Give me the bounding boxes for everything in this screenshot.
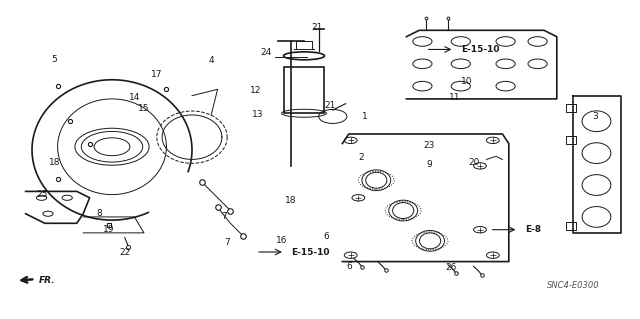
Bar <box>566 104 576 112</box>
Text: 10: 10 <box>461 77 473 86</box>
Text: 13: 13 <box>252 110 263 119</box>
Text: 16: 16 <box>276 236 287 245</box>
Bar <box>566 222 576 230</box>
Text: 3: 3 <box>593 112 598 121</box>
Text: 11: 11 <box>449 93 460 102</box>
Text: 14: 14 <box>129 93 140 102</box>
Text: 7: 7 <box>221 212 227 221</box>
Bar <box>284 67 324 113</box>
Text: 20: 20 <box>468 158 479 167</box>
Text: 19: 19 <box>103 225 115 234</box>
Text: 17: 17 <box>151 70 163 79</box>
Text: 9: 9 <box>426 160 431 169</box>
Bar <box>566 136 576 144</box>
Text: 6: 6 <box>346 262 351 271</box>
Text: 22: 22 <box>119 248 131 256</box>
Text: 15: 15 <box>138 104 150 113</box>
Text: 2: 2 <box>359 153 364 162</box>
Text: 1: 1 <box>362 112 367 121</box>
Text: 24: 24 <box>260 48 271 57</box>
Text: 26: 26 <box>445 263 457 272</box>
Text: 21: 21 <box>311 23 323 32</box>
Text: SNC4-E0300: SNC4-E0300 <box>547 281 600 290</box>
Text: 7: 7 <box>225 238 230 247</box>
Text: E-15-10: E-15-10 <box>461 45 499 54</box>
Text: 4: 4 <box>209 56 214 65</box>
Text: 18: 18 <box>285 197 297 205</box>
Text: FR.: FR. <box>38 276 55 285</box>
Text: 5: 5 <box>52 55 57 63</box>
Text: 21: 21 <box>324 101 335 110</box>
Text: 6: 6 <box>324 232 329 241</box>
Text: 12: 12 <box>250 86 262 95</box>
Text: 23: 23 <box>423 141 435 150</box>
Text: E-15-10: E-15-10 <box>291 248 330 256</box>
Text: E-8: E-8 <box>525 225 541 234</box>
Text: 8: 8 <box>97 209 102 218</box>
Text: 25: 25 <box>36 190 47 199</box>
Text: 18: 18 <box>49 158 60 167</box>
